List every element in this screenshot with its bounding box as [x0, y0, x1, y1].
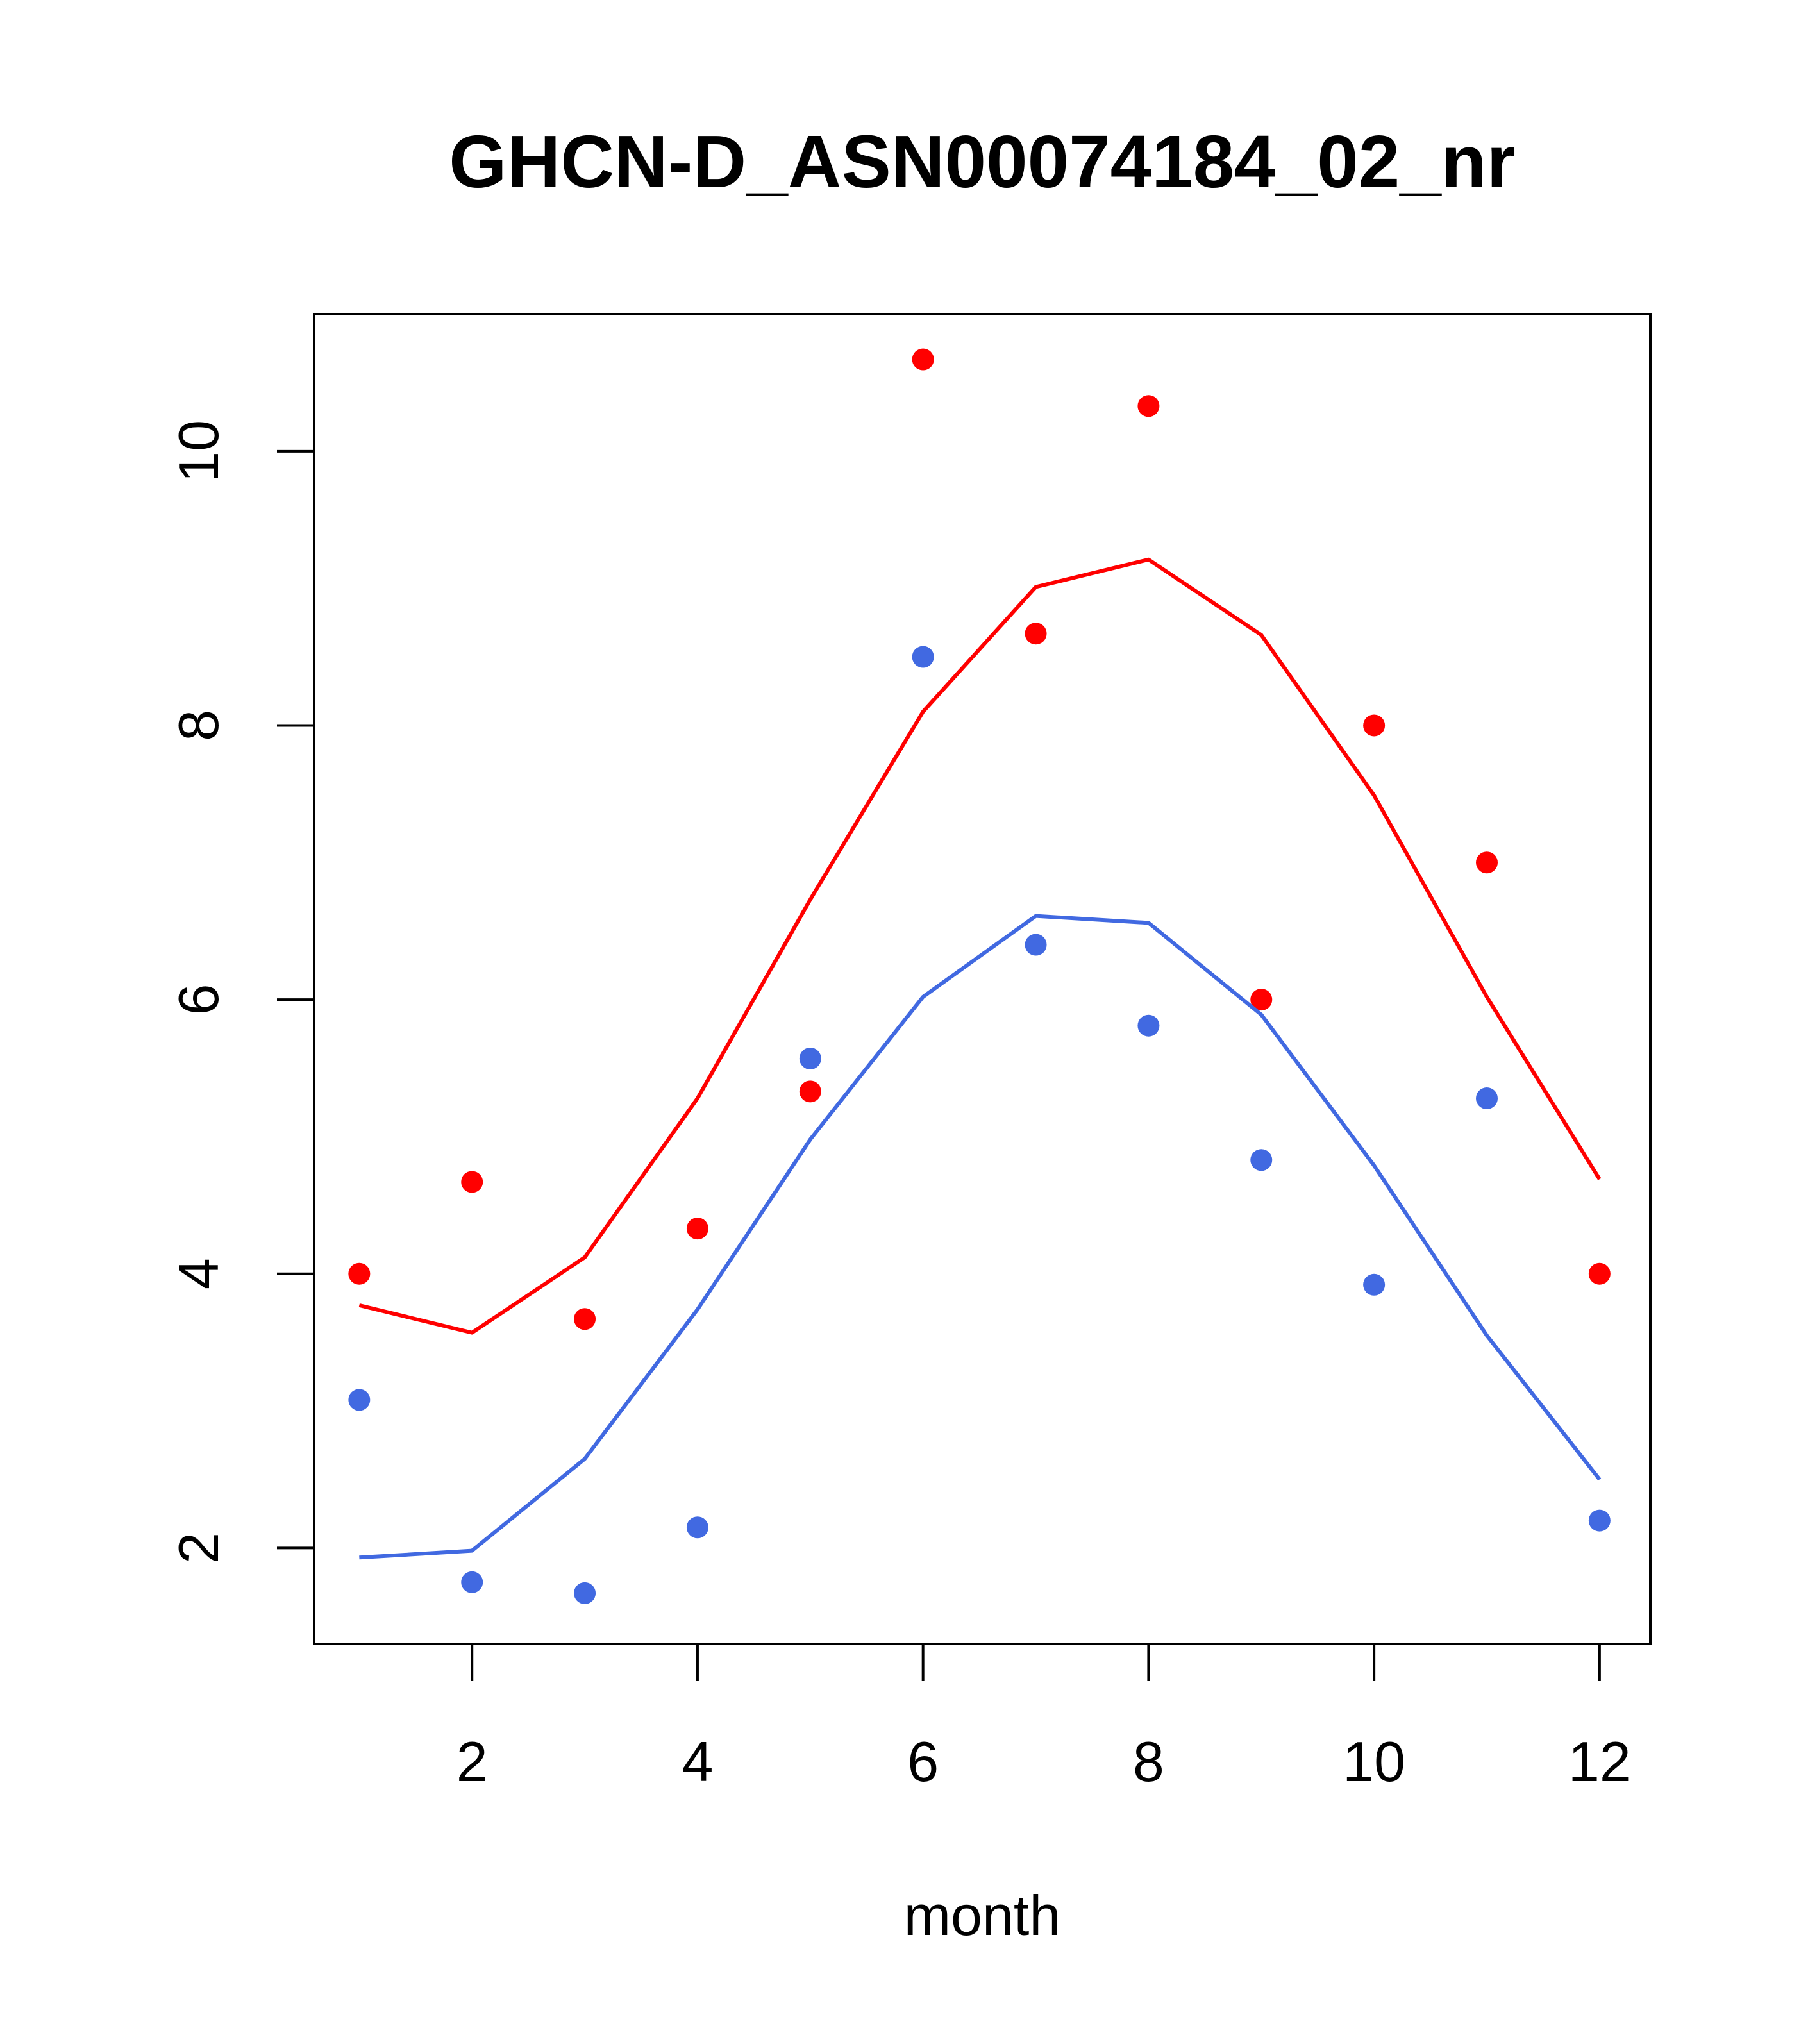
- y-tick-label: 4: [167, 1258, 230, 1289]
- data-point-red: [1363, 714, 1386, 737]
- data-point-red: [461, 1171, 483, 1193]
- x-tick-label: 2: [456, 1730, 488, 1793]
- x-tick-label: 6: [907, 1730, 939, 1793]
- y-tick-label: 2: [167, 1532, 230, 1564]
- y-tick-label: 8: [167, 710, 230, 741]
- data-point-red: [799, 1080, 821, 1103]
- data-point-blue: [686, 1516, 708, 1539]
- data-point-red: [1250, 989, 1273, 1011]
- data-point-red: [1137, 395, 1160, 417]
- data-point-red: [1588, 1262, 1611, 1285]
- y-tick-label: 10: [167, 420, 230, 483]
- series-blue-line: [359, 914, 1602, 1560]
- data-point-blue: [799, 1048, 821, 1070]
- data-point-red: [574, 1308, 596, 1330]
- x-tick-label: 12: [1568, 1730, 1631, 1793]
- data-point-blue: [574, 1582, 596, 1604]
- data-point-red: [348, 1262, 371, 1285]
- data-point-blue: [348, 1389, 371, 1411]
- data-point-blue: [912, 646, 934, 668]
- data-point-red: [686, 1218, 708, 1240]
- x-axis-label: month: [904, 1884, 1061, 1947]
- y-axis: 2 4 6 8 10: [167, 420, 315, 1564]
- plot-area-frame: [313, 313, 1652, 1645]
- series-layer: [348, 348, 1611, 1604]
- data-point-blue: [461, 1571, 483, 1593]
- x-tick-label: 4: [682, 1730, 713, 1793]
- series-red-line: [358, 557, 1602, 1335]
- x-axis: 2 4 6 8 10 12: [456, 1643, 1631, 1793]
- chart-title: GHCN-D_ASN00074184_02_nr: [449, 120, 1516, 203]
- data-point-blue: [1025, 934, 1047, 956]
- data-point-red: [912, 348, 934, 371]
- data-point-blue: [1588, 1509, 1611, 1532]
- y-tick-label: 6: [167, 984, 230, 1016]
- data-point-blue: [1137, 1014, 1160, 1037]
- data-point-blue: [1250, 1149, 1273, 1171]
- data-point-red: [1025, 623, 1047, 645]
- data-point-blue: [1363, 1273, 1386, 1296]
- x-tick-label: 10: [1343, 1730, 1405, 1793]
- data-point-red: [1475, 851, 1498, 874]
- data-point-blue: [1475, 1087, 1498, 1110]
- x-tick-label: 8: [1133, 1730, 1164, 1793]
